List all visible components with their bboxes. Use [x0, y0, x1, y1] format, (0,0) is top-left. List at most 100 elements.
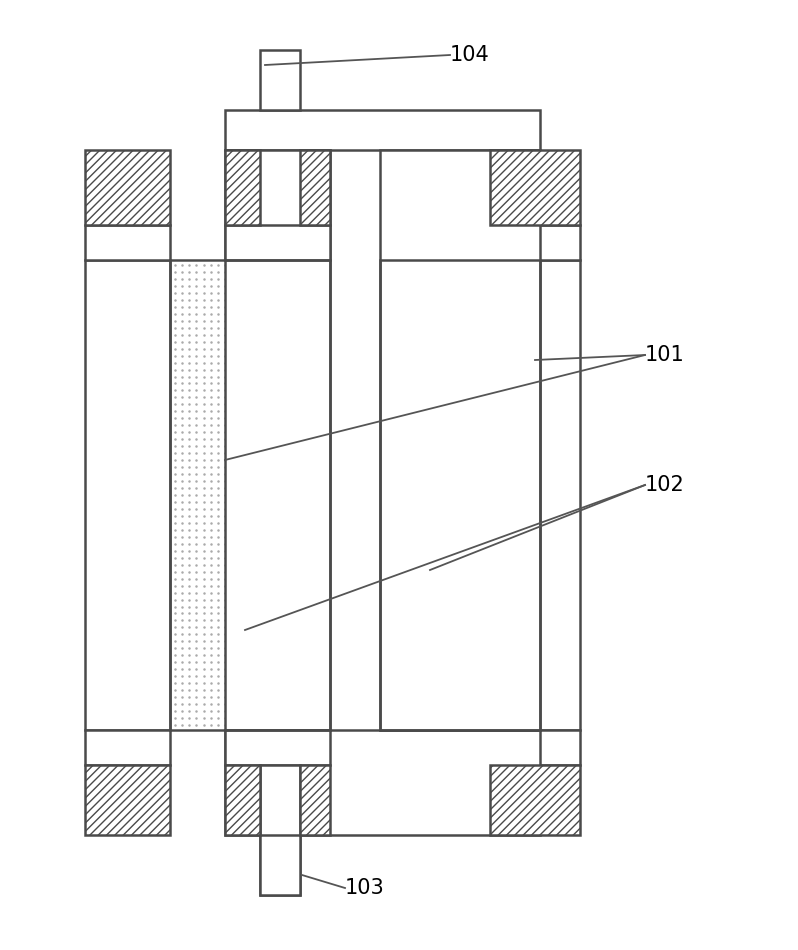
Point — [521, 585, 534, 600]
Point — [443, 585, 456, 600]
Point — [457, 690, 470, 705]
Point — [429, 627, 441, 642]
Point — [500, 661, 513, 676]
Point — [457, 640, 470, 656]
Point — [407, 481, 420, 496]
Point — [500, 390, 513, 405]
Point — [269, 515, 282, 530]
Point — [283, 293, 296, 308]
Bar — [85, 225, 170, 260]
Point — [183, 397, 196, 412]
Point — [450, 585, 463, 600]
Point — [226, 515, 239, 530]
Point — [176, 508, 188, 523]
Point — [515, 508, 527, 523]
Point — [304, 640, 317, 656]
Point — [493, 334, 506, 350]
Point — [311, 640, 324, 656]
Point — [226, 264, 239, 279]
Point — [414, 675, 427, 691]
Point — [414, 404, 427, 419]
Point — [311, 425, 324, 440]
Point — [493, 362, 506, 377]
Bar — [85, 150, 170, 225]
Point — [290, 536, 302, 551]
Bar — [490, 150, 580, 225]
Point — [414, 522, 427, 538]
Point — [500, 481, 513, 496]
Point — [297, 362, 310, 377]
Point — [183, 598, 196, 614]
Point — [176, 355, 188, 370]
Point — [176, 578, 188, 593]
Point — [457, 410, 470, 426]
Point — [311, 278, 324, 294]
Point — [521, 592, 534, 607]
Point — [378, 606, 391, 621]
Point — [247, 711, 260, 726]
Point — [197, 669, 210, 684]
Point — [247, 627, 260, 642]
Point — [528, 592, 541, 607]
Point — [297, 502, 310, 517]
Point — [407, 557, 420, 572]
Point — [457, 703, 470, 718]
Point — [283, 634, 296, 649]
Point — [429, 613, 441, 628]
Point — [472, 655, 484, 670]
Point — [197, 536, 210, 551]
Point — [255, 640, 267, 656]
Point — [414, 264, 427, 279]
Point — [311, 682, 324, 697]
Point — [400, 564, 413, 580]
Point — [318, 383, 331, 398]
Point — [190, 655, 203, 670]
Point — [318, 515, 331, 530]
Point — [269, 717, 282, 732]
Point — [240, 502, 253, 517]
Point — [457, 675, 470, 691]
Point — [240, 487, 253, 503]
Point — [247, 285, 260, 300]
Point — [414, 362, 427, 377]
Point — [385, 571, 398, 586]
Point — [450, 655, 463, 670]
Point — [385, 278, 398, 294]
Point — [472, 536, 484, 551]
Point — [255, 257, 267, 273]
Point — [204, 314, 217, 329]
Point — [255, 425, 267, 440]
Point — [472, 293, 484, 308]
Point — [311, 634, 324, 649]
Point — [429, 682, 441, 697]
Point — [421, 592, 434, 607]
Point — [528, 578, 541, 593]
Point — [500, 522, 513, 538]
Point — [318, 682, 331, 697]
Point — [168, 675, 181, 691]
Point — [450, 675, 463, 691]
Point — [290, 592, 302, 607]
Point — [457, 376, 470, 391]
Point — [311, 257, 324, 273]
Point — [219, 606, 231, 621]
Point — [450, 661, 463, 676]
Point — [400, 696, 413, 712]
Point — [262, 439, 275, 454]
Point — [311, 502, 324, 517]
Point — [508, 460, 520, 475]
Point — [247, 272, 260, 287]
Point — [190, 341, 203, 356]
Point — [443, 640, 456, 656]
Point — [190, 703, 203, 718]
Point — [407, 410, 420, 426]
Point — [247, 293, 260, 308]
Point — [407, 257, 420, 273]
Text: 103: 103 — [345, 878, 385, 898]
Point — [304, 278, 317, 294]
Point — [233, 682, 246, 697]
Point — [168, 410, 181, 426]
Point — [197, 557, 210, 572]
Point — [429, 383, 441, 398]
Point — [255, 508, 267, 523]
